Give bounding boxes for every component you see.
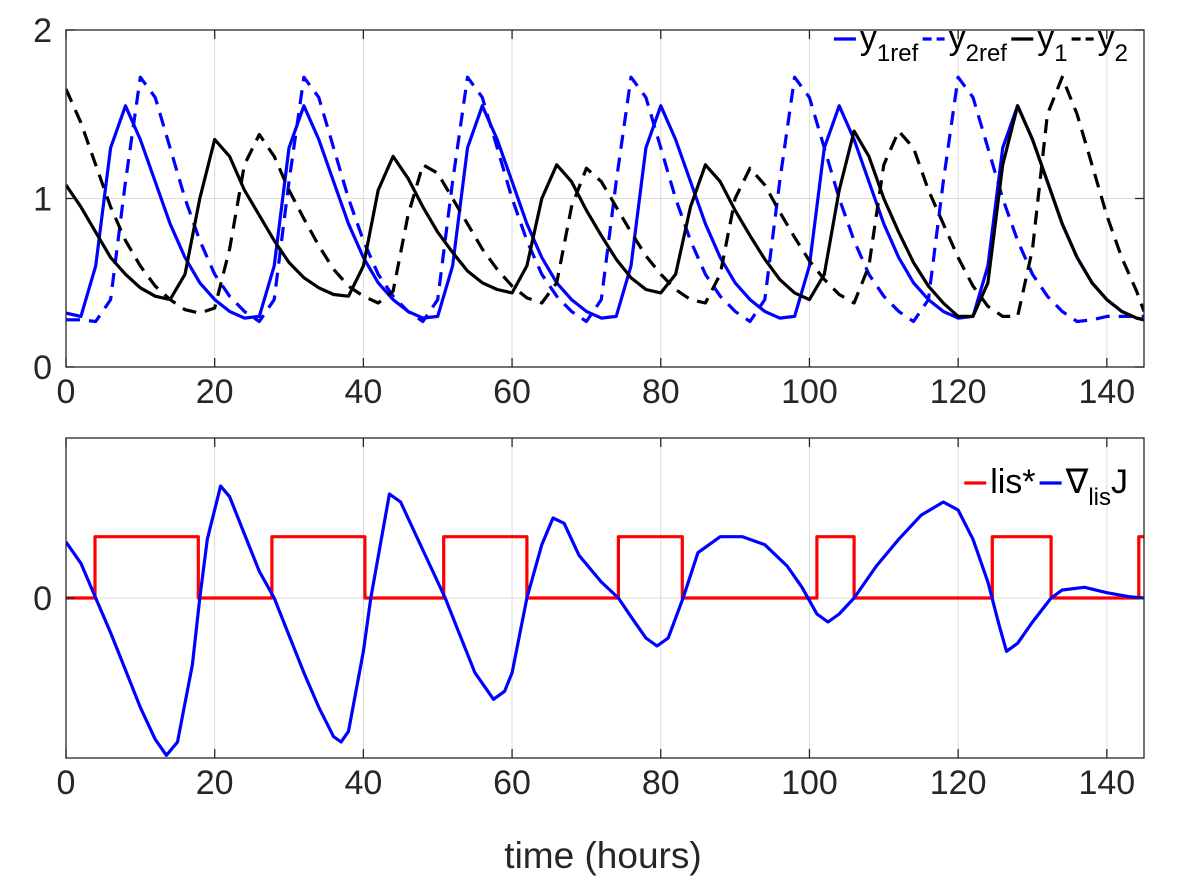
top-panel: 0 20 40 60 80 100 120 140 0 1 2 y1ref y2ref y1 y2 — [33, 12, 1145, 411]
x-tick-label: 120 — [930, 764, 987, 802]
y-tick-label: 0 — [33, 580, 52, 618]
legend-entry: lis* — [964, 463, 1036, 501]
x-axis-label: time (hours) — [504, 835, 701, 876]
y-tick-label: 2 — [33, 12, 52, 50]
x-tick-label: 80 — [642, 764, 680, 802]
x-tick-label: 100 — [781, 373, 838, 411]
legend: lis* ∇lisJ — [964, 463, 1128, 511]
legend-label: y1ref — [860, 19, 919, 67]
series-line-y-2ref — [66, 75, 1144, 324]
x-tick-label: 0 — [57, 373, 76, 411]
x-tick-label: 80 — [642, 373, 680, 411]
legend-entry: y2 — [1071, 19, 1128, 67]
bottom-panel: 0 20 40 60 80 100 120 140 0 lis* ∇lisJ — [33, 437, 1145, 802]
series-group — [66, 484, 1144, 757]
series-group — [66, 75, 1144, 324]
x-tick-label: 20 — [196, 373, 234, 411]
series-line-lis- — [66, 535, 1144, 600]
x-tick-label: 20 — [196, 764, 234, 802]
x-tick-label: 60 — [493, 373, 531, 411]
legend-label: y2ref — [949, 19, 1008, 67]
legend: y1ref y2ref y1 y2 — [833, 19, 1128, 67]
legend-entry: y1ref — [833, 19, 919, 67]
series-line-grad-lis-j — [66, 484, 1144, 757]
legend-label: y1 — [1037, 19, 1067, 67]
x-tick-label: 120 — [930, 373, 987, 411]
legend-label: lis* — [990, 463, 1035, 501]
legend-label: y2 — [1098, 19, 1128, 67]
legend-entry: y2ref — [922, 19, 1008, 67]
x-tick-label: 140 — [1078, 764, 1135, 802]
series-line-y-1 — [66, 104, 1144, 322]
x-tick-label: 60 — [493, 764, 531, 802]
x-tick-label: 40 — [344, 764, 382, 802]
x-tick-label: 140 — [1078, 373, 1135, 411]
x-tick-label: 100 — [781, 764, 838, 802]
legend-entry: ∇lisJ — [1039, 463, 1128, 511]
series-line-y-2 — [66, 75, 1144, 318]
legend-entry: y1 — [1011, 19, 1068, 67]
x-tick-label: 40 — [344, 373, 382, 411]
y-tick-label: 0 — [33, 349, 52, 387]
legend-label: ∇lisJ — [1065, 463, 1128, 511]
x-tick-label: 0 — [57, 764, 76, 802]
y-tick-label: 1 — [33, 181, 52, 219]
